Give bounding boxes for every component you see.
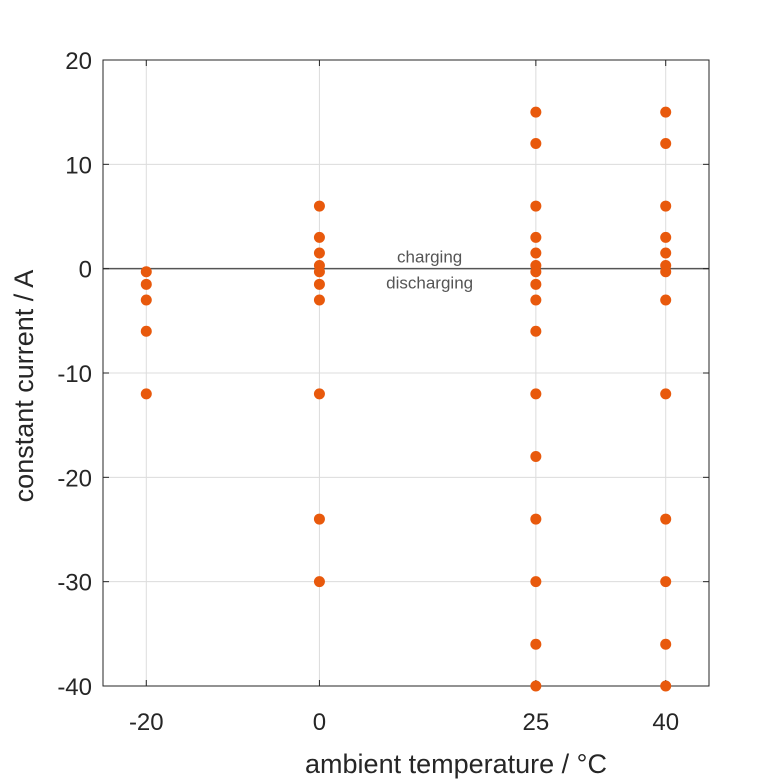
data-point bbox=[140, 278, 152, 290]
data-point bbox=[313, 266, 325, 278]
y-axis-label: constant current / A bbox=[9, 270, 39, 503]
x-axis-label: ambient temperature / °C bbox=[305, 749, 607, 779]
data-point bbox=[313, 294, 325, 306]
y-tick-label: 0 bbox=[79, 257, 92, 284]
data-point bbox=[140, 266, 152, 278]
data-point bbox=[660, 576, 672, 588]
data-point bbox=[313, 388, 325, 400]
data-point bbox=[313, 247, 325, 259]
data-point bbox=[530, 388, 542, 400]
data-point bbox=[140, 388, 152, 400]
data-point bbox=[660, 200, 672, 212]
y-tick-label: -20 bbox=[57, 465, 92, 492]
data-point bbox=[140, 325, 152, 337]
data-point bbox=[530, 576, 542, 588]
data-point bbox=[660, 294, 672, 306]
annotation-discharging: discharging bbox=[386, 274, 473, 293]
annotation-charging: charging bbox=[397, 248, 462, 267]
data-point bbox=[313, 513, 325, 525]
data-point bbox=[530, 200, 542, 212]
data-point bbox=[660, 106, 672, 118]
data-point bbox=[313, 231, 325, 243]
y-tick-label: 10 bbox=[65, 152, 92, 179]
data-point bbox=[530, 247, 542, 259]
data-points bbox=[140, 106, 672, 692]
data-point bbox=[530, 137, 542, 149]
data-point bbox=[530, 294, 542, 306]
y-tick-label: -30 bbox=[57, 570, 92, 597]
y-tick-label: -10 bbox=[57, 361, 92, 388]
data-point bbox=[530, 450, 542, 462]
data-point bbox=[313, 200, 325, 212]
data-point bbox=[530, 266, 542, 278]
data-point bbox=[530, 231, 542, 243]
axis-ticks: -20 0 25 40 20 10 0 -10 -20 -30 -40 bbox=[57, 48, 709, 736]
data-point bbox=[530, 106, 542, 118]
x-tick-label: 25 bbox=[523, 709, 550, 736]
x-tick-label: 40 bbox=[652, 709, 679, 736]
data-point bbox=[313, 576, 325, 588]
data-point bbox=[660, 231, 672, 243]
data-point bbox=[530, 278, 542, 290]
y-tick-label: -40 bbox=[57, 674, 92, 701]
data-point bbox=[530, 325, 542, 337]
data-point bbox=[660, 638, 672, 650]
x-tick-label: 0 bbox=[313, 709, 326, 736]
data-point bbox=[660, 137, 672, 149]
grid bbox=[103, 59, 709, 687]
data-point bbox=[660, 680, 672, 692]
data-point bbox=[140, 294, 152, 306]
data-point bbox=[530, 513, 542, 525]
data-point bbox=[660, 247, 672, 259]
data-point bbox=[530, 638, 542, 650]
data-point bbox=[660, 266, 672, 278]
data-point bbox=[660, 388, 672, 400]
data-point bbox=[660, 513, 672, 525]
data-point bbox=[530, 680, 542, 692]
y-tick-label: 20 bbox=[65, 48, 92, 75]
data-point bbox=[313, 278, 325, 290]
x-tick-label: -20 bbox=[129, 709, 164, 736]
